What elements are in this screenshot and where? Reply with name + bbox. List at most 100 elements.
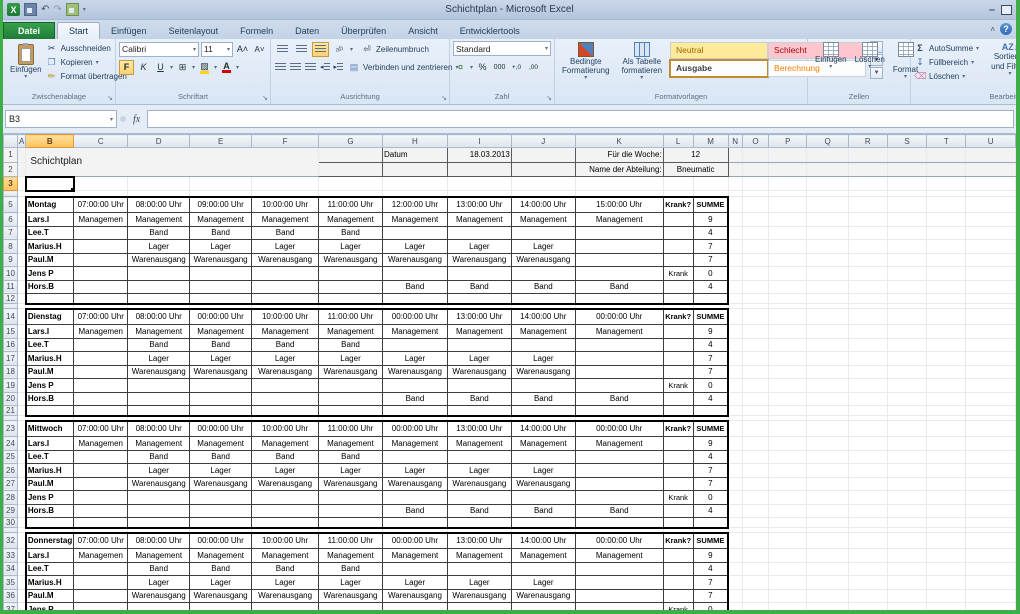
cell[interactable]: [848, 415, 888, 421]
cell[interactable]: 15:00:00 Uhr: [574, 195, 664, 213]
cell[interactable]: [17, 239, 27, 254]
cell[interactable]: [768, 293, 808, 304]
underline-button[interactable]: U: [157, 62, 164, 72]
cell[interactable]: [73, 602, 129, 610]
cell[interactable]: 14:00:00 Uhr: [510, 419, 576, 437]
cell[interactable]: [17, 162, 27, 177]
cell[interactable]: Lager: [189, 463, 253, 478]
cell[interactable]: [17, 562, 27, 576]
cell[interactable]: [848, 253, 888, 267]
column-header-R[interactable]: R: [847, 134, 888, 148]
cell[interactable]: [848, 548, 888, 563]
cell[interactable]: [742, 176, 770, 191]
cell[interactable]: [251, 503, 320, 518]
cell[interactable]: [73, 378, 129, 393]
cell[interactable]: [768, 532, 808, 549]
cell[interactable]: [742, 303, 770, 309]
cell[interactable]: [189, 176, 253, 191]
copy-button[interactable]: ❐ Kopieren ▾: [47, 56, 99, 67]
cell[interactable]: 4: [692, 561, 730, 576]
cell[interactable]: 4: [692, 225, 730, 240]
cell[interactable]: [887, 176, 928, 191]
cell[interactable]: [742, 517, 770, 528]
cell[interactable]: [742, 477, 770, 491]
cell[interactable]: 4: [692, 279, 730, 294]
cell[interactable]: Lager: [251, 575, 320, 590]
cell[interactable]: [189, 503, 253, 518]
cell[interactable]: [510, 561, 576, 576]
cell[interactable]: Lager: [510, 463, 576, 478]
cell[interactable]: [848, 147, 888, 163]
cell[interactable]: Jens P: [24, 266, 75, 281]
cell[interactable]: 7: [692, 252, 730, 267]
cell[interactable]: Jens P: [24, 378, 75, 393]
tab-formeln[interactable]: Formeln: [240, 26, 274, 36]
cell[interactable]: [887, 602, 928, 610]
cell[interactable]: [742, 147, 770, 163]
cell[interactable]: Hors.B: [24, 503, 75, 518]
row-header-18[interactable]: 18: [3, 364, 18, 379]
cell[interactable]: [926, 436, 967, 451]
cell[interactable]: [251, 266, 320, 281]
cell[interactable]: [574, 476, 664, 491]
cell[interactable]: [806, 450, 849, 464]
cell[interactable]: [728, 463, 743, 478]
cell[interactable]: [574, 239, 664, 254]
cell[interactable]: Management: [251, 212, 320, 227]
cell[interactable]: [318, 517, 383, 529]
row-header-12[interactable]: 12: [3, 293, 18, 304]
cell[interactable]: [742, 575, 770, 590]
cell[interactable]: [381, 517, 448, 529]
insert-function-icon[interactable]: fx: [133, 113, 141, 125]
cell-style-neutral[interactable]: Neutral: [670, 41, 769, 59]
cell[interactable]: [17, 293, 27, 304]
cell[interactable]: [742, 266, 770, 281]
cell[interactable]: [926, 162, 967, 177]
cell[interactable]: [926, 190, 967, 197]
cell[interactable]: [446, 449, 512, 464]
fill-color-icon[interactable]: ▨: [197, 60, 212, 75]
insert-cells-button[interactable]: + Einfügen▾: [811, 41, 851, 72]
tab-seitenlayout[interactable]: Seitenlayout: [168, 26, 219, 36]
cell[interactable]: [728, 324, 743, 339]
selected-cell-B3[interactable]: [24, 175, 75, 192]
cell[interactable]: [17, 575, 27, 590]
cell[interactable]: Warenausgang: [446, 476, 512, 491]
cell[interactable]: [73, 476, 129, 491]
cell[interactable]: Lager: [510, 575, 576, 590]
cell[interactable]: [806, 477, 849, 491]
cell[interactable]: [806, 266, 849, 281]
cell[interactable]: [574, 225, 664, 240]
cell[interactable]: [965, 415, 1016, 421]
cell[interactable]: Lager: [127, 239, 191, 254]
cell[interactable]: Management: [189, 548, 253, 563]
cell[interactable]: [251, 391, 320, 406]
cell[interactable]: [768, 365, 808, 379]
cell[interactable]: [965, 527, 1016, 533]
cell[interactable]: Warenausgang: [251, 364, 320, 379]
cell[interactable]: [17, 527, 27, 533]
cell[interactable]: [662, 517, 694, 529]
cell[interactable]: [446, 378, 512, 393]
cell[interactable]: [446, 405, 512, 417]
cell[interactable]: [318, 161, 383, 177]
row-header-7[interactable]: 7: [3, 225, 18, 240]
cell[interactable]: [768, 338, 808, 352]
cell[interactable]: [926, 575, 967, 590]
cell[interactable]: [848, 280, 888, 294]
cell[interactable]: Management: [189, 324, 253, 339]
cell[interactable]: [965, 450, 1016, 464]
cell[interactable]: Management: [318, 436, 383, 451]
cell[interactable]: Management: [446, 212, 512, 227]
cell[interactable]: Management: [574, 436, 664, 451]
cell[interactable]: Lee.T: [24, 225, 75, 240]
row-header-36[interactable]: 36: [3, 588, 18, 603]
cell[interactable]: [742, 365, 770, 379]
cell[interactable]: [806, 436, 849, 451]
cell[interactable]: [189, 602, 253, 610]
cell[interactable]: Management: [318, 548, 383, 563]
column-header-E[interactable]: E: [189, 134, 253, 148]
cell[interactable]: [446, 337, 512, 352]
row-header-37[interactable]: 37: [3, 602, 18, 610]
cell[interactable]: [926, 176, 967, 191]
